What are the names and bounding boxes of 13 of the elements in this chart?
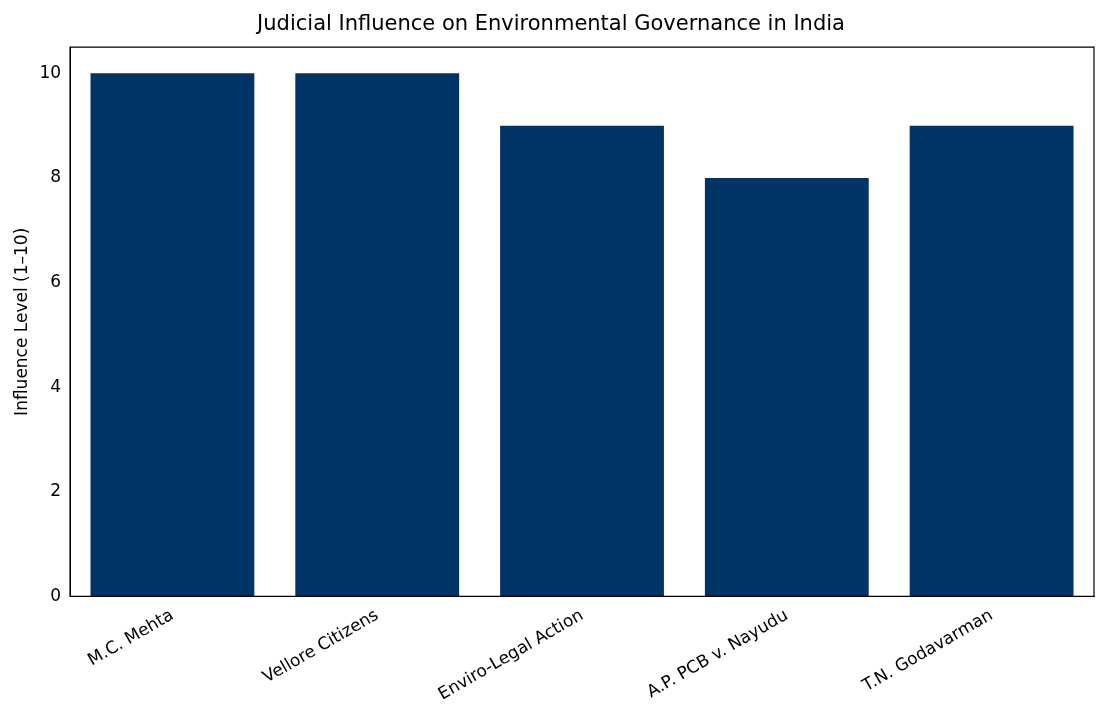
y-tick-label: 10 <box>39 61 62 82</box>
y-tick-label: 6 <box>50 270 62 291</box>
bar <box>909 125 1074 597</box>
y-tick-label: 8 <box>50 166 62 187</box>
bar <box>704 177 869 597</box>
chart-title: Judicial Influence on Environmental Governance in India <box>255 11 845 36</box>
bar <box>500 125 664 597</box>
bar <box>295 73 460 597</box>
y-axis-title: Influence Level (1–10) <box>10 227 31 416</box>
bar <box>90 73 255 597</box>
y-tick-label: 0 <box>50 584 62 605</box>
y-tick-label: 2 <box>50 480 62 501</box>
y-tick-label: 4 <box>50 375 62 396</box>
